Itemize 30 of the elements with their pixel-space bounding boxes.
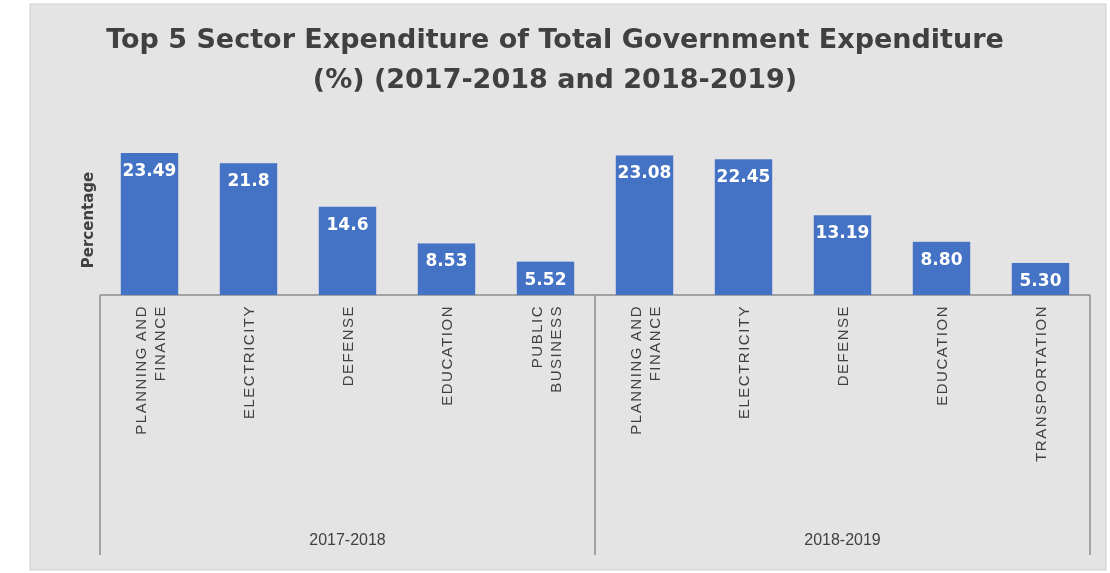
x-tick-label: PLANNING AND FINANCE	[131, 305, 168, 435]
bar	[615, 155, 674, 295]
bar	[120, 153, 179, 295]
data-label: 13.19	[815, 222, 870, 243]
x-tick-label: DEFENSE	[833, 305, 851, 387]
data-label: 21.8	[227, 170, 270, 191]
x-tick-label: EDUCATION	[437, 305, 455, 406]
bar	[714, 159, 773, 295]
data-label: 22.45	[716, 166, 771, 187]
data-label: 23.49	[122, 160, 177, 180]
bar	[318, 206, 377, 295]
chart-title: Top 5 Sector Expenditure of Total Government Expenditure (%) (2017-2018 and 2018-2019)	[106, 23, 1004, 94]
x-tick-label: DEFENSE	[338, 305, 356, 387]
data-label: 5.30	[1019, 269, 1062, 290]
y-axis-title: Percentage	[79, 171, 97, 269]
bar	[813, 215, 872, 295]
x-tick-label: PLANNING AND FINANCE	[626, 305, 663, 435]
data-label: 8.53	[425, 250, 468, 271]
x-tick-label: EDUCATION	[932, 305, 950, 406]
x-tick-label: ELECTRICITY	[734, 305, 752, 420]
data-label: 14.6	[326, 213, 369, 234]
x-tick-label: ELECTRICITY	[239, 305, 257, 420]
data-label: 5.52	[524, 268, 567, 289]
x-tick-label: PUBLIC BUSINESS	[527, 305, 564, 393]
x-tick-label: TRANSPORTATION	[1031, 305, 1049, 462]
data-label: 8.80	[920, 248, 963, 269]
text: 2018-2019	[804, 531, 881, 548]
data-label: 23.08	[617, 162, 672, 183]
text: 2017-2018	[309, 531, 386, 548]
bar	[219, 163, 278, 295]
